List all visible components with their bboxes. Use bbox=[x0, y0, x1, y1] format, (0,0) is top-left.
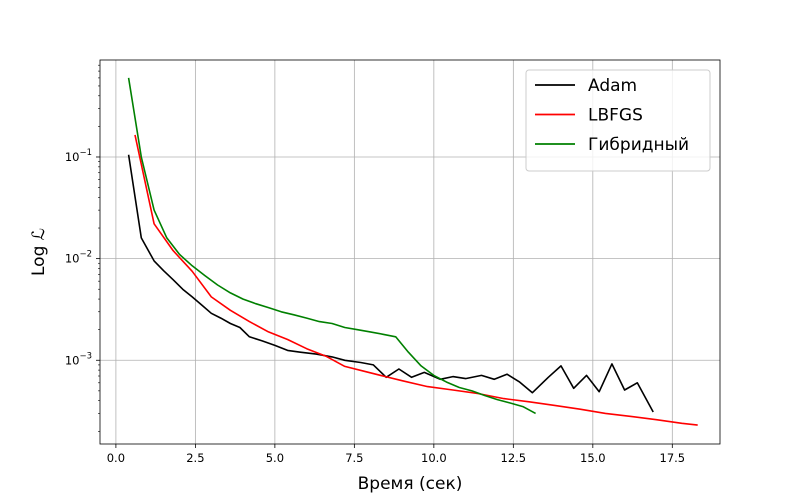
x-tick-label: 7.5 bbox=[345, 451, 363, 465]
y-tick-base: 10 bbox=[65, 150, 80, 164]
x-tick-label: 17.5 bbox=[660, 451, 686, 465]
x-tick-label: 15.0 bbox=[580, 451, 606, 465]
y-tick-base: 10 bbox=[65, 353, 80, 367]
y-tick-exponent: −2 bbox=[79, 250, 92, 260]
legend-label-0: Adam bbox=[588, 76, 637, 96]
x-tick-label: 0.0 bbox=[107, 451, 125, 465]
plot-frame bbox=[99, 59, 721, 445]
y-tick-label: 10−1 bbox=[65, 148, 92, 164]
y-tick-base: 10 bbox=[65, 252, 80, 266]
legend-label-1: LBFGS bbox=[588, 106, 643, 126]
legend-label-2: Гибридный bbox=[588, 135, 689, 155]
x-tick-label: 10.0 bbox=[421, 451, 447, 465]
series-layer bbox=[127, 77, 698, 426]
y-tick-exponent: −3 bbox=[79, 351, 92, 361]
series-line-2 bbox=[127, 77, 536, 415]
series-line-1 bbox=[134, 134, 698, 426]
x-tick-label: 5.0 bbox=[266, 451, 284, 465]
y-axis: 10−110−210−3 bbox=[65, 64, 100, 432]
x-axis: 0.0 2.5 5.0 7.5 10.0 12.5 15.0 17.5 bbox=[107, 444, 685, 465]
series-line-0 bbox=[127, 154, 654, 413]
y-tick-label: 10−2 bbox=[65, 250, 92, 266]
legend-box bbox=[525, 69, 711, 172]
legend: Adam LBFGS Гибридный bbox=[525, 69, 711, 172]
x-axis-label: Время (сек) bbox=[358, 474, 463, 494]
x-tick-label: 12.5 bbox=[501, 451, 527, 465]
x-tick-label: 2.5 bbox=[186, 451, 204, 465]
y-axis-label: Log ℒ bbox=[29, 228, 49, 276]
y-tick-exponent: −1 bbox=[79, 148, 92, 158]
y-tick-label: 10−3 bbox=[65, 351, 92, 367]
